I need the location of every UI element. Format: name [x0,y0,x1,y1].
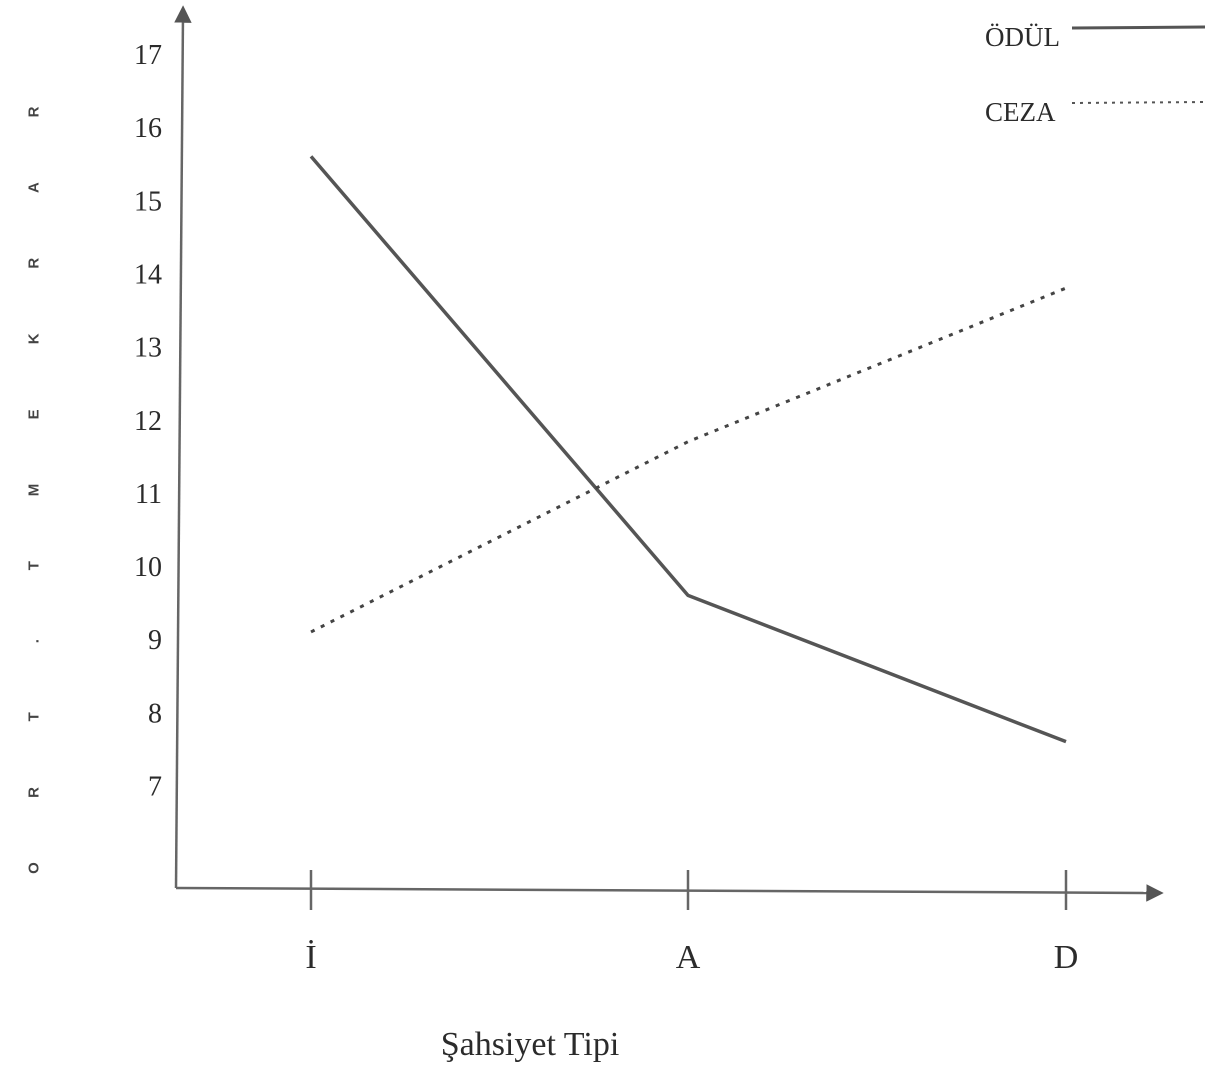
series-line-ceza [310,286,1067,634]
y-tick-label: 10 [134,552,162,583]
y-axis-label-letter: A [26,182,43,193]
legend-label-ceza: CEZA [985,97,1056,127]
y-tick-label: 14 [134,259,162,290]
series-line-odul [309,155,1067,744]
y-tick-label: 7 [148,772,162,803]
y-tick-label: 15 [134,186,162,217]
y-axis-label-letter: M [26,484,43,497]
y-tick-label: 16 [134,113,162,144]
x-axis [175,884,1164,902]
series-lines [309,155,1067,744]
y-axis-label: R A R K E M T. T R O [26,106,43,873]
y-axis-label-letter: R [26,787,43,798]
x-tick-label: İ [305,939,316,976]
x-tick-label: D [1054,939,1079,976]
x-axis-label: Şahsiyet Tipi [441,1026,620,1063]
y-axis-label-letter: T [26,712,43,721]
y-tick-label: 11 [135,479,162,510]
x-tick-marks [309,870,1068,910]
legend-swatch-odul [1071,25,1206,30]
legend-swatch-ceza [1071,101,1206,104]
y-axis [174,5,192,889]
x-axis-line [175,884,1164,902]
y-axis-line [174,5,192,889]
y-axis-label-letter: O [26,862,43,874]
y-axis-label-letter: . [26,639,43,643]
y-axis-label-letter: R [26,258,43,269]
y-tick-label: 17 [134,40,162,71]
y-tick-labels: 7 8 9 10 11 12 13 14 15 16 17 [134,40,162,803]
x-tick-label: A [676,939,701,976]
y-axis-label-letter: K [26,333,43,344]
y-tick-label: 12 [134,406,162,437]
y-axis-label-letter: E [26,409,43,419]
y-axis-label-letter: T [26,561,43,570]
legend-label-odul: ÖDÜL [985,22,1060,52]
legend: ÖDÜL CEZA [985,22,1206,127]
y-tick-label: 9 [148,625,162,656]
y-tick-label: 8 [148,698,162,729]
y-tick-label: 13 [134,333,162,364]
y-axis-label-letter: R [26,106,43,117]
